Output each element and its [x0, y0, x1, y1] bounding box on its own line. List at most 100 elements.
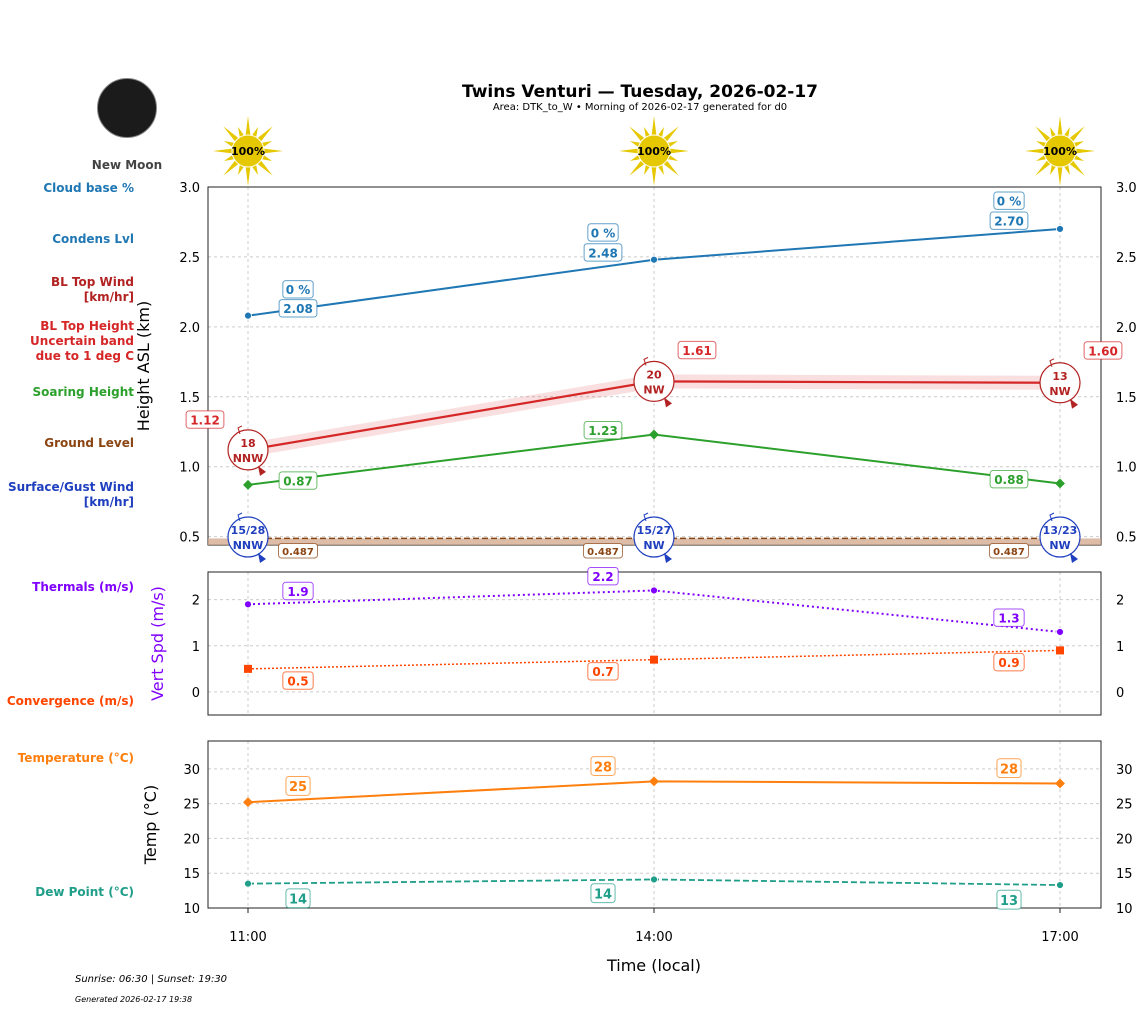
- bl-wind-circle: [1039, 362, 1081, 404]
- y-tick-label-right: 2.0: [1116, 321, 1137, 336]
- temp-marker: [1055, 778, 1065, 789]
- y-axis-label: Temp (°C): [141, 785, 160, 865]
- bl-wind-direction: NNW: [233, 452, 264, 465]
- dew-marker: [650, 875, 658, 884]
- surface-wind-speed: 15/28: [231, 524, 266, 537]
- ground-data-label-box: [989, 543, 1029, 559]
- x-tick-label: 14:00: [635, 930, 672, 945]
- side-label: Condens Lvl: [52, 232, 134, 246]
- cloudbase-data-label: 0 %: [591, 226, 616, 240]
- surface-wind-barb-icon: [237, 512, 243, 522]
- surface-wind-circle: [227, 516, 269, 558]
- bltop-data-label: 1.60: [1088, 344, 1118, 358]
- cloudbase-data-label: 0 %: [997, 195, 1022, 209]
- condens-data-label: 2.70: [994, 215, 1024, 229]
- convergence-data-label-box: [587, 662, 619, 681]
- sun-ray: [619, 148, 640, 154]
- sun-icon: [213, 116, 283, 186]
- sun-ray: [223, 159, 240, 176]
- surface-wind-arrow-icon: [1070, 553, 1078, 563]
- y-tick-label: 0.5: [179, 531, 200, 546]
- y-tick-label-right: 15: [1116, 867, 1133, 882]
- sun-ray: [651, 116, 657, 137]
- sun-ray: [629, 126, 646, 143]
- y-tick-label-right: 25: [1116, 798, 1133, 813]
- y-tick-label-right: 2.5: [1116, 251, 1137, 266]
- side-label: Dew Point (°C): [35, 885, 134, 899]
- bl-wind-speed: 18: [240, 437, 255, 450]
- sun-ray: [1074, 148, 1095, 154]
- bl-wind-arrow-icon: [664, 397, 672, 408]
- soaring-data-label: 1.23: [588, 424, 618, 438]
- side-label: Thermals (m/s): [32, 580, 134, 594]
- bl-wind-circle: [633, 360, 675, 402]
- condens-marker: [650, 255, 658, 264]
- surface-wind-arrow-icon: [258, 553, 266, 563]
- condens-data-label-box: [583, 243, 623, 262]
- sun-disc: [637, 134, 671, 168]
- convergence-line: [247, 649, 1061, 670]
- thermals-data-label-box: [282, 581, 314, 601]
- sun-ray: [245, 116, 251, 137]
- generated-time: Generated 2026-02-17 19:38: [75, 995, 193, 1004]
- moon-phase-label: New Moon: [91, 158, 163, 172]
- bl-wind-barb-icon: [1049, 358, 1055, 367]
- surface-wind-speed: 15/27: [637, 524, 672, 537]
- dew-data-label: 14: [289, 893, 307, 908]
- sun-icon: [619, 116, 689, 186]
- temp-data-label: 25: [289, 780, 307, 795]
- temp-data-label-box: [285, 775, 311, 796]
- y-tick-label-right: 20: [1116, 832, 1133, 847]
- dew-data-label-box: [996, 889, 1022, 910]
- y-tick-label-right: 1.5: [1116, 391, 1137, 406]
- ground-data-label: 0.487: [587, 547, 619, 558]
- chart-subtitle: Area: DTK_to_W • Morning of 2026-02-17 g…: [492, 102, 788, 113]
- y-tick-label: 0: [192, 686, 200, 701]
- y-tick-label-right: 10: [1116, 902, 1133, 917]
- temp-data-label-box: [996, 758, 1022, 779]
- soaring-marker: [1055, 478, 1065, 489]
- bl-wind-barb-icon: [643, 356, 649, 366]
- sun-disc: [1043, 134, 1077, 168]
- convergence-marker: [650, 655, 658, 664]
- surface-wind-circle: [1039, 516, 1081, 558]
- side-label: BL Top Wind [km/hr]: [50, 275, 134, 304]
- sun-ray: [1057, 116, 1063, 137]
- bl-wind-barb-icon: [237, 425, 243, 435]
- soaring-marker: [243, 479, 253, 490]
- dew-data-label-box: [285, 888, 311, 909]
- sun-ray: [256, 126, 273, 143]
- y-tick-label: 1: [192, 640, 200, 655]
- sunrise-sunset: Sunrise: 06:30 | Sunset: 19:30: [75, 974, 228, 985]
- sun-percent-label: 100%: [231, 145, 265, 158]
- plot-frame: [207, 571, 1102, 716]
- condens-data-label: 2.48: [588, 246, 618, 260]
- y-tick-label-right: 3.0: [1116, 181, 1137, 196]
- y-tick-label: 3.0: [179, 181, 200, 196]
- y-tick-label-right: 30: [1116, 763, 1133, 778]
- side-label: BL Top Height Uncertain band due to 1 de…: [30, 319, 134, 363]
- sun-ray: [1057, 165, 1063, 186]
- condens-data-label: 2.08: [283, 302, 313, 316]
- sun-ray: [1068, 126, 1085, 143]
- cloudbase-data-label: 0 %: [286, 283, 311, 297]
- side-label: Surface/Gust Wind [km/hr]: [8, 480, 134, 509]
- y-tick-label: 2.5: [179, 251, 200, 266]
- thermals-data-label-box: [993, 608, 1025, 627]
- moon-icon: [97, 78, 157, 138]
- x-tick-label: 11:00: [229, 930, 266, 945]
- thermals-data-label: 1.3: [998, 612, 1019, 626]
- sun-ray: [629, 159, 646, 176]
- sun-ray: [223, 126, 240, 143]
- y-tick-label: 15: [183, 867, 200, 882]
- y-axis-label: Height ASL (km): [134, 301, 153, 431]
- y-tick-label: 10: [183, 902, 200, 917]
- thermals-data-label: 1.9: [287, 585, 308, 599]
- sun-ray: [1035, 159, 1052, 176]
- surface-wind-direction: NW: [643, 539, 664, 552]
- soaring-marker: [649, 429, 659, 440]
- bl-wind-speed: 20: [646, 368, 662, 381]
- temp-data-label: 28: [594, 760, 612, 775]
